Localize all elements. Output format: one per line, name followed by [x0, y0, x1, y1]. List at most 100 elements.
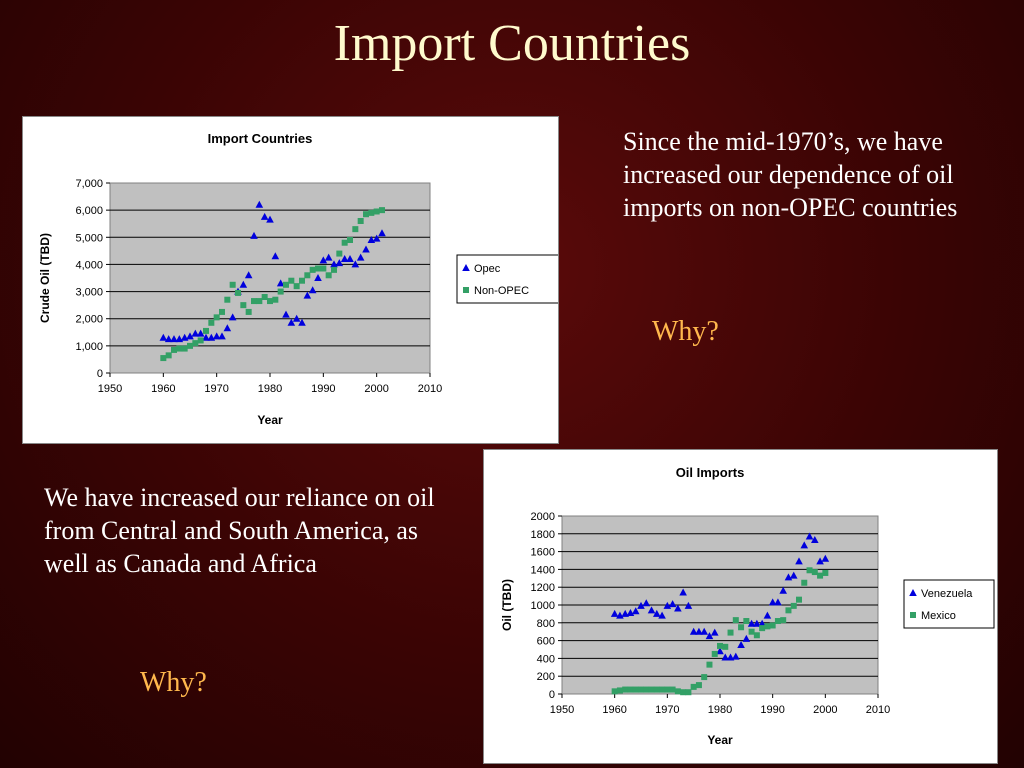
data-point	[256, 298, 263, 305]
y-tick-label: 600	[537, 636, 555, 648]
import-countries-chart-svg: Import Countries 0 1,000 2,000 3,000 4,000 5,0…	[38, 131, 574, 427]
data-point	[192, 340, 199, 347]
data-point	[203, 327, 209, 334]
data-point	[669, 686, 676, 693]
data-point	[303, 291, 312, 299]
data-point	[679, 588, 687, 596]
data-point	[653, 609, 661, 617]
data-point	[251, 298, 257, 305]
data-point	[680, 689, 687, 696]
y-tick-label: 3,000	[75, 287, 103, 299]
data-point	[663, 601, 672, 609]
data-point	[223, 324, 232, 332]
data-point	[356, 253, 365, 261]
data-point	[784, 573, 793, 581]
data-point	[260, 212, 269, 220]
data-point	[611, 688, 618, 695]
data-point	[267, 298, 273, 305]
data-point	[224, 296, 231, 303]
data-point	[638, 686, 644, 693]
data-point	[159, 333, 168, 341]
x-tick-label: 1980	[258, 383, 282, 395]
data-point	[176, 345, 183, 352]
data-point	[621, 609, 629, 617]
y-tick-label: 1400	[531, 564, 555, 576]
data-point	[191, 329, 200, 337]
data-point	[631, 607, 640, 615]
legend-label: Mexico	[921, 610, 956, 622]
data-point	[758, 619, 766, 627]
data-point	[309, 266, 316, 273]
data-point	[292, 314, 301, 322]
y-tick-label: 1000	[531, 600, 555, 612]
y-tick-label: 1200	[531, 582, 555, 594]
data-point	[197, 337, 204, 344]
legend-marker	[462, 264, 470, 271]
y-axis-label: Crude Oil (TBD)	[38, 233, 52, 323]
data-point	[308, 286, 317, 294]
data-point	[664, 686, 671, 693]
x-tick-label: 2000	[364, 383, 388, 395]
data-point	[239, 280, 248, 288]
data-point	[790, 602, 797, 609]
oil-imports-chart-svg: Oil Imports 0 200 400 600 800 1000 1200 1400 1600…	[500, 465, 995, 747]
data-point	[228, 313, 237, 321]
data-point	[244, 271, 253, 279]
data-point	[626, 609, 635, 617]
y-tick-label: 0	[97, 368, 103, 380]
data-point	[780, 617, 787, 624]
data-point	[822, 569, 829, 576]
data-point	[753, 619, 761, 627]
data-point	[700, 627, 708, 635]
data-point	[171, 346, 177, 353]
data-point	[351, 260, 360, 268]
data-point	[753, 632, 760, 639]
legend-marker	[909, 589, 917, 596]
data-point	[627, 686, 634, 693]
data-point	[347, 237, 353, 243]
data-point	[340, 255, 349, 262]
data-point	[774, 598, 782, 606]
data-point	[378, 229, 386, 237]
data-point	[299, 277, 305, 284]
y-tick-label: 2,000	[75, 314, 103, 326]
y-tick-label: 0	[549, 689, 555, 701]
data-point	[298, 318, 306, 326]
data-point	[213, 314, 220, 321]
data-point	[331, 266, 337, 273]
data-point	[219, 308, 225, 315]
data-point	[304, 272, 311, 279]
chart-title: Oil Imports	[676, 465, 745, 480]
data-point	[647, 606, 656, 614]
data-point	[282, 310, 290, 318]
legend-box	[456, 254, 574, 304]
data-point	[616, 611, 624, 619]
left-paragraph: We have increased our reliance on oil fr…	[44, 483, 435, 578]
data-point	[373, 208, 380, 215]
data-point	[229, 281, 236, 288]
oil-imports-chart: Oil Imports 0 200 400 600 800 1000 1200 1400 1600…	[483, 449, 998, 764]
data-point	[727, 629, 734, 636]
data-point	[769, 622, 776, 629]
data-point	[801, 579, 808, 586]
data-point	[690, 683, 697, 690]
data-point	[335, 259, 344, 267]
data-point	[721, 653, 730, 661]
data-point	[701, 674, 708, 681]
data-point	[821, 554, 830, 562]
data-point	[811, 569, 818, 576]
data-point	[187, 342, 193, 349]
legend-box	[903, 579, 995, 629]
x-tick-label: 1950	[550, 704, 574, 716]
data-point	[324, 253, 333, 261]
y-tick-label: 5,000	[75, 232, 103, 244]
data-point	[674, 688, 681, 695]
legend-label: Venezuela	[921, 588, 973, 600]
data-point	[288, 277, 295, 284]
data-point	[250, 231, 258, 239]
data-point	[789, 571, 798, 579]
data-point	[341, 239, 348, 246]
y-tick-label: 800	[537, 618, 555, 630]
right-why: Why?	[652, 316, 719, 347]
data-point	[748, 628, 755, 635]
